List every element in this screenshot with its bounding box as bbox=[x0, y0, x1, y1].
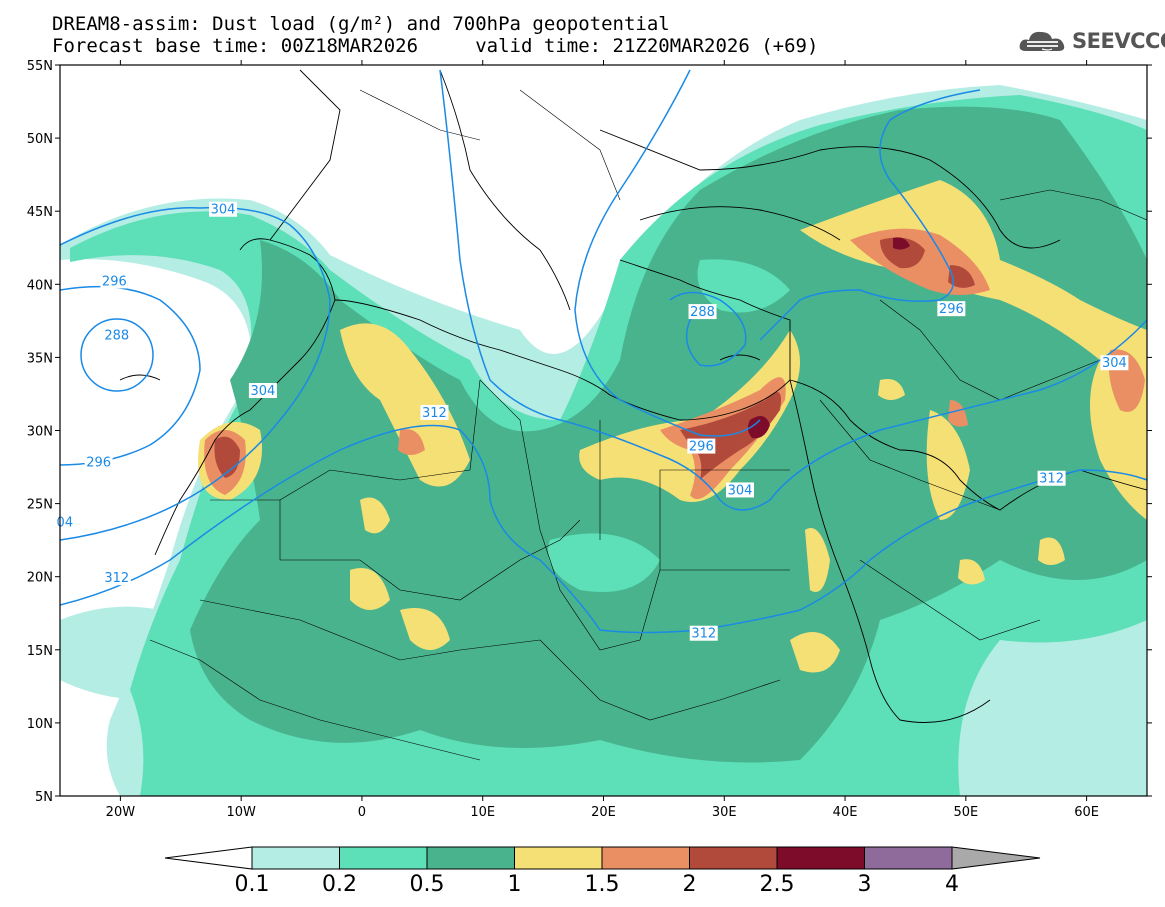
lat-tick-label: 20N bbox=[27, 571, 53, 586]
colorbar-label: 3 bbox=[857, 872, 872, 897]
contour-label: 04 bbox=[57, 516, 74, 531]
contour-label-bg bbox=[1100, 355, 1129, 371]
lat-tick-label: 25N bbox=[27, 498, 53, 513]
contour-label-bg bbox=[100, 273, 129, 289]
colorbar-swatch bbox=[339, 846, 428, 870]
contour-label-bg bbox=[84, 454, 113, 470]
contour-label-bg bbox=[102, 327, 131, 343]
contour-label-bg bbox=[725, 482, 754, 498]
lon-tick-label: 10W bbox=[226, 805, 256, 820]
lat-tick-label: 50N bbox=[27, 132, 53, 147]
dust-level-2.5 bbox=[747, 237, 910, 439]
geopotential-contours bbox=[60, 69, 1147, 634]
lon-tick-label: 50E bbox=[953, 805, 978, 820]
colorbar-swatch bbox=[689, 846, 778, 870]
lat-tick-label: 30N bbox=[27, 425, 53, 440]
chart-title-line2: Forecast base time: 00Z18MAR2026 valid t… bbox=[52, 35, 819, 57]
contour-label: 312 bbox=[104, 571, 129, 586]
colorbar-swatch bbox=[426, 846, 515, 870]
contour-label: 288 bbox=[104, 328, 129, 343]
lon-tick-label: 40E bbox=[833, 805, 858, 820]
contour-label-bg bbox=[1037, 470, 1066, 486]
contour-label: 312 bbox=[691, 627, 716, 642]
lon-tick-label: 30E bbox=[712, 805, 737, 820]
contour-label-bg bbox=[248, 383, 277, 399]
colorbar-label: 1.5 bbox=[584, 872, 620, 897]
colorbar-under-arrow bbox=[164, 846, 253, 870]
colorbar-label: 0.2 bbox=[322, 872, 357, 897]
contour-label: 296 bbox=[939, 302, 964, 317]
contour-label: 296 bbox=[86, 456, 111, 471]
contour-label-bg bbox=[687, 438, 716, 454]
lon-tick-label: 10E bbox=[470, 805, 495, 820]
lat-tick-label: 40N bbox=[27, 278, 53, 293]
contour-label-bg bbox=[937, 301, 966, 317]
dust-load-fill bbox=[60, 85, 1147, 796]
colorbar-label: 2.5 bbox=[759, 872, 795, 897]
contour-label: 288 bbox=[690, 305, 715, 320]
lon-tick-label: 60E bbox=[1074, 805, 1099, 820]
dust-level-2 bbox=[214, 237, 975, 480]
lat-tick-label: 5N bbox=[35, 790, 53, 805]
lon-tick-label: 0 bbox=[358, 805, 366, 820]
contour-label: 304 bbox=[728, 483, 753, 498]
contour-label-bg bbox=[420, 404, 449, 420]
dust-level-0.5c bbox=[697, 259, 790, 313]
lon-tick-label: 20E bbox=[591, 805, 616, 820]
colorbar-swatch bbox=[601, 846, 690, 870]
logo-text: SEEVCCC bbox=[1072, 29, 1165, 53]
contour-labels: 304 296 288 304 296 04 312 312 296 304 312 288 296 30… bbox=[54, 201, 1129, 642]
lon-tick-label: 20W bbox=[106, 805, 136, 820]
latitude-axis: 55N 50N 45N 40N 35N 30N 25N 20N 15N 10N 5N bbox=[27, 59, 1152, 805]
colorbar-swatch bbox=[251, 846, 340, 870]
contour-label: 312 bbox=[422, 406, 447, 421]
contour-label: 304 bbox=[211, 203, 236, 218]
colorbar-label: 0.5 bbox=[409, 872, 445, 897]
colorbar-over-arrow bbox=[951, 846, 1041, 870]
dust-level-0.5b bbox=[548, 533, 660, 592]
colorbar-label: 2 bbox=[682, 872, 697, 897]
contour-label: 296 bbox=[689, 440, 714, 455]
longitude-axis: 20W 10W 0 10E 20E 30E 40E 50E 60E bbox=[106, 60, 1099, 820]
contour-label: 304 bbox=[1102, 356, 1127, 371]
contour-label-bg bbox=[688, 304, 717, 320]
lat-tick-label: 35N bbox=[27, 351, 53, 366]
lat-tick-label: 45N bbox=[27, 205, 53, 220]
colorbar-label: 4 bbox=[945, 872, 959, 897]
lat-tick-label: 15N bbox=[27, 644, 53, 659]
contour-label: 304 bbox=[250, 384, 275, 399]
colorbar-swatch bbox=[864, 846, 953, 870]
colorbar-label: 0.1 bbox=[234, 872, 270, 897]
contour-label-bg bbox=[689, 625, 718, 641]
lat-tick-label: 55N bbox=[27, 59, 53, 74]
contour-label-bg bbox=[209, 201, 238, 217]
colorbar-swatch bbox=[776, 846, 865, 870]
contour-label: 296 bbox=[102, 274, 127, 289]
colorbar-swatch bbox=[514, 846, 603, 870]
colorbar bbox=[164, 846, 1041, 870]
chart-title-line1: DREAM8-assim: Dust load (g/m²) and 700hP… bbox=[52, 13, 670, 35]
colorbar-label: 1 bbox=[507, 872, 522, 897]
country-borders bbox=[149, 89, 1147, 761]
seevccc-logo: SEEVCCC bbox=[1018, 27, 1165, 55]
contour-label-bg bbox=[102, 570, 131, 586]
cloud-icon bbox=[1019, 31, 1065, 51]
contour-label: 312 bbox=[1039, 472, 1064, 487]
lat-tick-label: 10N bbox=[27, 717, 53, 732]
